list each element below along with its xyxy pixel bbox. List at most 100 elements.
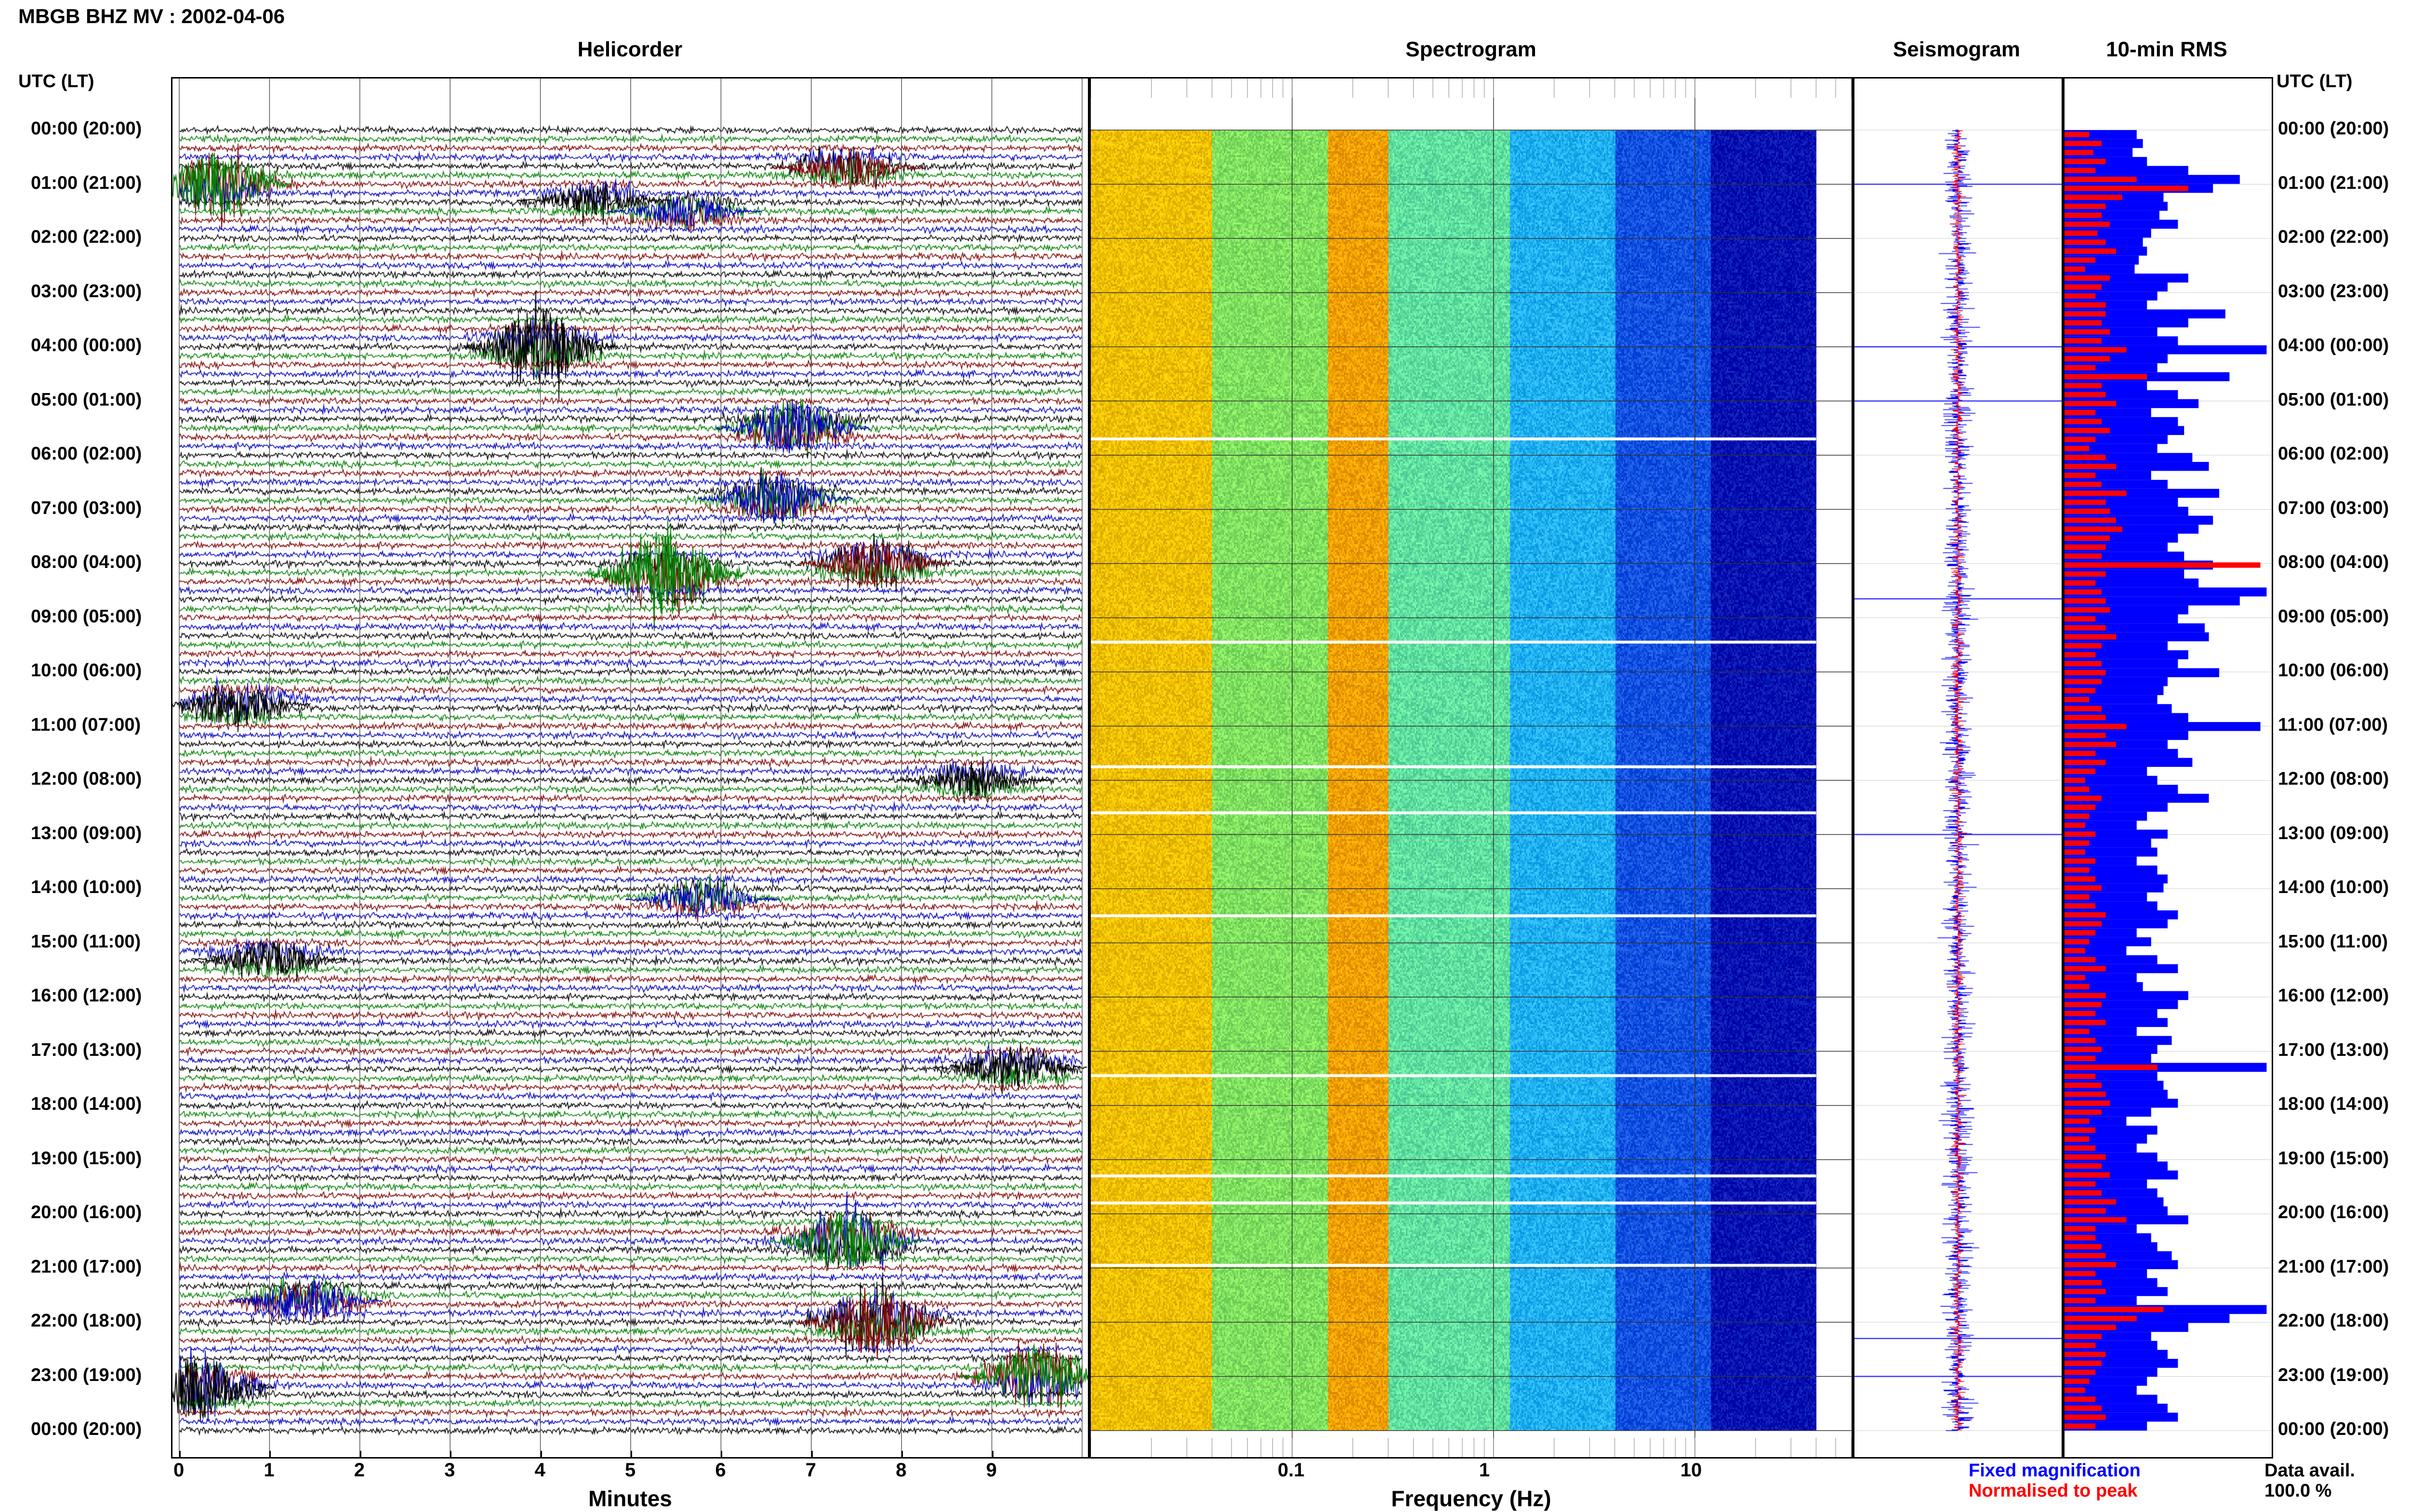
minutes-tick-label: 8	[896, 1459, 907, 1481]
hour-label-left: 16:00 (12:00)	[31, 986, 142, 1006]
legend-normalised-to-peak: Normalised to peak	[1969, 1481, 2138, 1501]
rms-bar-normalised	[2065, 221, 2110, 227]
rms-bar-normalised	[2065, 1288, 2106, 1294]
rms-bar-normalised	[2065, 670, 2106, 676]
rms-bar-normalised	[2065, 804, 2096, 810]
rms-bar-normalised	[2065, 463, 2116, 469]
rms-bar-normalised	[2065, 723, 2127, 729]
rms-bars	[2065, 130, 2272, 1431]
rms-bar-normalised	[2065, 168, 2096, 173]
rms-bar-normalised	[2065, 535, 2110, 541]
hour-label-right: 11:00 (07:00)	[2278, 714, 2388, 735]
hour-label-right: 12:00 (08:00)	[2278, 769, 2389, 789]
rms-title: 10-min RMS	[2106, 38, 2227, 61]
rms-bar-normalised	[2065, 831, 2096, 837]
rms-bar-normalised	[2065, 643, 2102, 649]
hour-label-left: 22:00 (18:00)	[31, 1311, 142, 1331]
minutes-tick-mark	[450, 1451, 452, 1459]
rms-bar-normalised	[2065, 1118, 2090, 1124]
rms-bar-normalised	[2065, 787, 2090, 792]
rms-bar-normalised	[2065, 867, 2090, 873]
rms-bar-normalised	[2065, 948, 2085, 954]
rms-bar-normalised	[2065, 741, 2116, 748]
rms-bar-normalised	[2065, 706, 2102, 711]
minutes-tick-label: 4	[534, 1459, 545, 1481]
rms-bar-normalised	[2065, 436, 2096, 442]
hour-label-left: 00:00 (20:00)	[31, 118, 142, 139]
seismogram-title: Seismogram	[1893, 38, 2021, 61]
rms-bar-normalised	[2065, 311, 2106, 317]
rms-bar-normalised	[2065, 517, 2116, 523]
rms-bar-normalised	[2065, 984, 2090, 989]
rms-bar-normalised	[2065, 715, 2106, 721]
rms-bar-normalised	[2065, 885, 2102, 891]
hour-label-left: 04:00 (00:00)	[31, 335, 142, 355]
legend-fixed-magnification: Fixed magnification	[1969, 1460, 2141, 1481]
hour-label-left: 06:00 (02:00)	[31, 444, 142, 464]
hour-label-right: 03:00 (23:00)	[2278, 281, 2389, 302]
hour-label-right: 20:00 (16:00)	[2278, 1202, 2389, 1223]
rms-bar-normalised	[2065, 544, 2106, 550]
hour-label-left: 13:00 (09:00)	[31, 823, 142, 843]
rms-bar-normalised	[2065, 500, 2106, 505]
hour-label-left: 15:00 (11:00)	[31, 931, 141, 952]
rms-bar-normalised	[2065, 1352, 2106, 1357]
rms-bar-normalised	[2065, 1244, 2102, 1249]
rms-bar-normalised	[2065, 1307, 2164, 1313]
minutes-tick-mark	[269, 1451, 271, 1459]
rms-bar-normalised	[2065, 894, 2090, 900]
rms-bar-normalised	[2065, 580, 2096, 586]
rms-bar-normalised	[2065, 1360, 2102, 1366]
rms-bar-normalised	[2065, 1028, 2090, 1034]
rms-bar-normalised	[2065, 392, 2106, 397]
rms-bar-normalised	[2065, 1109, 2102, 1115]
rms-bar-normalised	[2065, 141, 2102, 146]
minutes-tick-mark	[631, 1451, 632, 1459]
rms-bar-normalised	[2065, 1315, 2137, 1321]
hour-label-right: 10:00 (06:00)	[2278, 660, 2389, 681]
hour-label-right: 23:00 (19:00)	[2278, 1365, 2389, 1385]
rms-bar-normalised	[2065, 284, 2102, 290]
hour-label-right: 01:00 (21:00)	[2278, 172, 2389, 193]
hour-label-right: 22:00 (18:00)	[2278, 1311, 2389, 1331]
spectrogram-grid	[1091, 79, 1852, 1457]
hour-label-left: 21:00 (17:00)	[31, 1256, 142, 1277]
rms-bar-normalised	[2065, 176, 2137, 182]
rms-bar-normalised	[2065, 912, 2106, 918]
rms-bar-normalised	[2065, 1020, 2106, 1026]
utc-label-left: UTC (LT)	[18, 71, 94, 92]
frequency-axis-label: Frequency (Hz)	[1391, 1486, 1551, 1511]
rms-bar-normalised	[2065, 777, 2085, 783]
rms-bar-normalised	[2065, 1163, 2102, 1169]
hour-label-left: 17:00 (13:00)	[31, 1039, 142, 1060]
rms-bar-normalised	[2065, 266, 2085, 272]
rms-bar-normalised	[2065, 903, 2096, 909]
rms-bar-normalised	[2065, 1396, 2096, 1402]
rms-bar-normalised	[2065, 203, 2106, 209]
minutes-tick-mark	[540, 1451, 542, 1459]
hour-label-right: 15:00 (11:00)	[2278, 931, 2388, 952]
minutes-tick-mark	[901, 1451, 903, 1459]
hour-label-right: 00:00 (20:00)	[2278, 118, 2389, 139]
rms-bar-normalised	[2065, 1414, 2106, 1420]
hour-label-right: 13:00 (09:00)	[2278, 823, 2389, 843]
rms-bar-fixed	[2065, 166, 2188, 175]
rms-bar-normalised	[2065, 849, 2085, 855]
rms-bar-normalised	[2065, 293, 2096, 299]
rms-bar-normalised	[2065, 195, 2122, 200]
rms-bar-normalised	[2065, 760, 2106, 765]
rms-bar-fixed	[2065, 587, 2267, 597]
minutes-tick-label: 7	[805, 1459, 817, 1481]
hour-label-right: 04:00 (00:00)	[2278, 335, 2389, 355]
rms-bar-normalised	[2065, 1253, 2106, 1259]
rms-bar-normalised	[2065, 1208, 2106, 1214]
rms-bar-normalised	[2065, 374, 2147, 380]
rms-bar-normalised	[2065, 347, 2127, 353]
rms-bar-normalised	[2065, 401, 2116, 407]
hour-label-left: 01:00 (21:00)	[31, 172, 142, 193]
rms-bar-normalised	[2065, 1091, 2106, 1097]
rms-bar-normalised	[2065, 248, 2116, 254]
seismogram-panel	[1853, 77, 2063, 1459]
hour-label-right: 08:00 (04:00)	[2278, 552, 2389, 572]
rms-bar-normalised	[2065, 275, 2110, 281]
